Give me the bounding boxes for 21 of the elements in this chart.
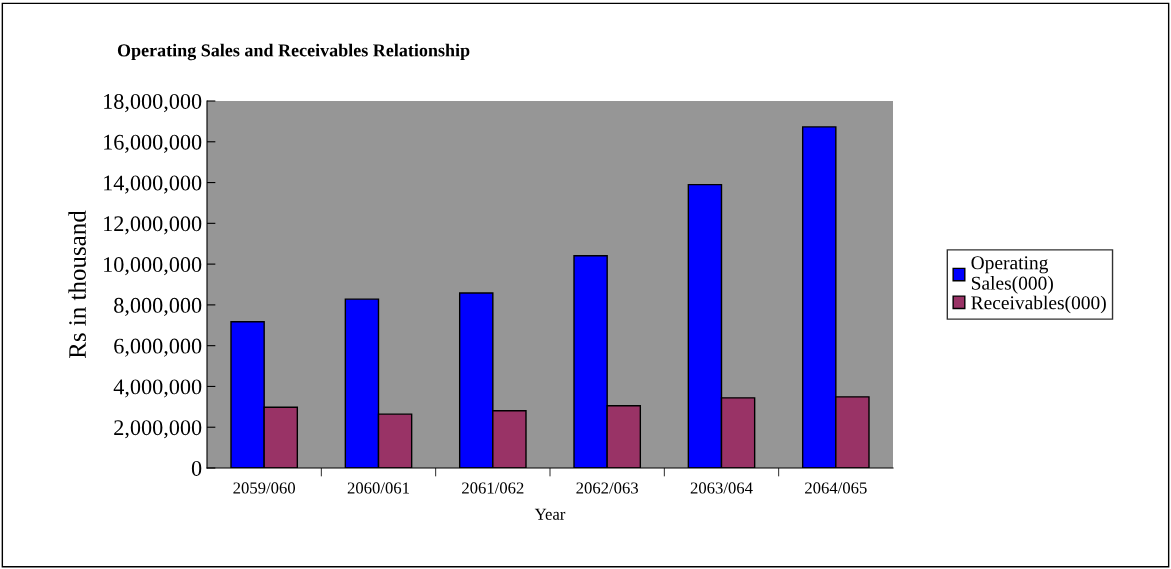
y-tick-label: 6,000,000 <box>114 338 202 357</box>
y-axis-title: Rs in thousand <box>68 210 86 359</box>
x-tick-label: 2059/060 <box>233 482 296 494</box>
y-tick-label: 4,000,000 <box>113 379 202 398</box>
y-tick-label: 8,000,000 <box>114 297 202 317</box>
x-tick-label: 2063/064 <box>690 482 753 494</box>
x-axis-title: Year <box>534 508 566 520</box>
chart-title: Operating Sales and Receivables Relationship <box>117 43 470 61</box>
legend-label: Operating Sales(000) <box>971 256 1053 294</box>
y-tick-label: 10,000,000 <box>104 257 202 276</box>
y-tick-label: 14,000,000 <box>104 175 202 194</box>
y-tick-label: 12,000,000 <box>104 216 202 235</box>
x-tick-label: 2060/061 <box>347 482 409 494</box>
legend-label: Receivables(000) <box>971 295 1106 314</box>
x-tick-label: 2061/062 <box>462 482 524 494</box>
y-tick-label: 18,000,000 <box>104 93 202 113</box>
y-tick-label: 0 <box>191 460 202 476</box>
y-tick-label: 16,000,000 <box>104 134 202 153</box>
x-tick-label: 2064/065 <box>805 482 867 494</box>
y-tick-label: 2,000,000 <box>114 420 202 439</box>
x-tick-label: 2062/063 <box>576 482 638 494</box>
